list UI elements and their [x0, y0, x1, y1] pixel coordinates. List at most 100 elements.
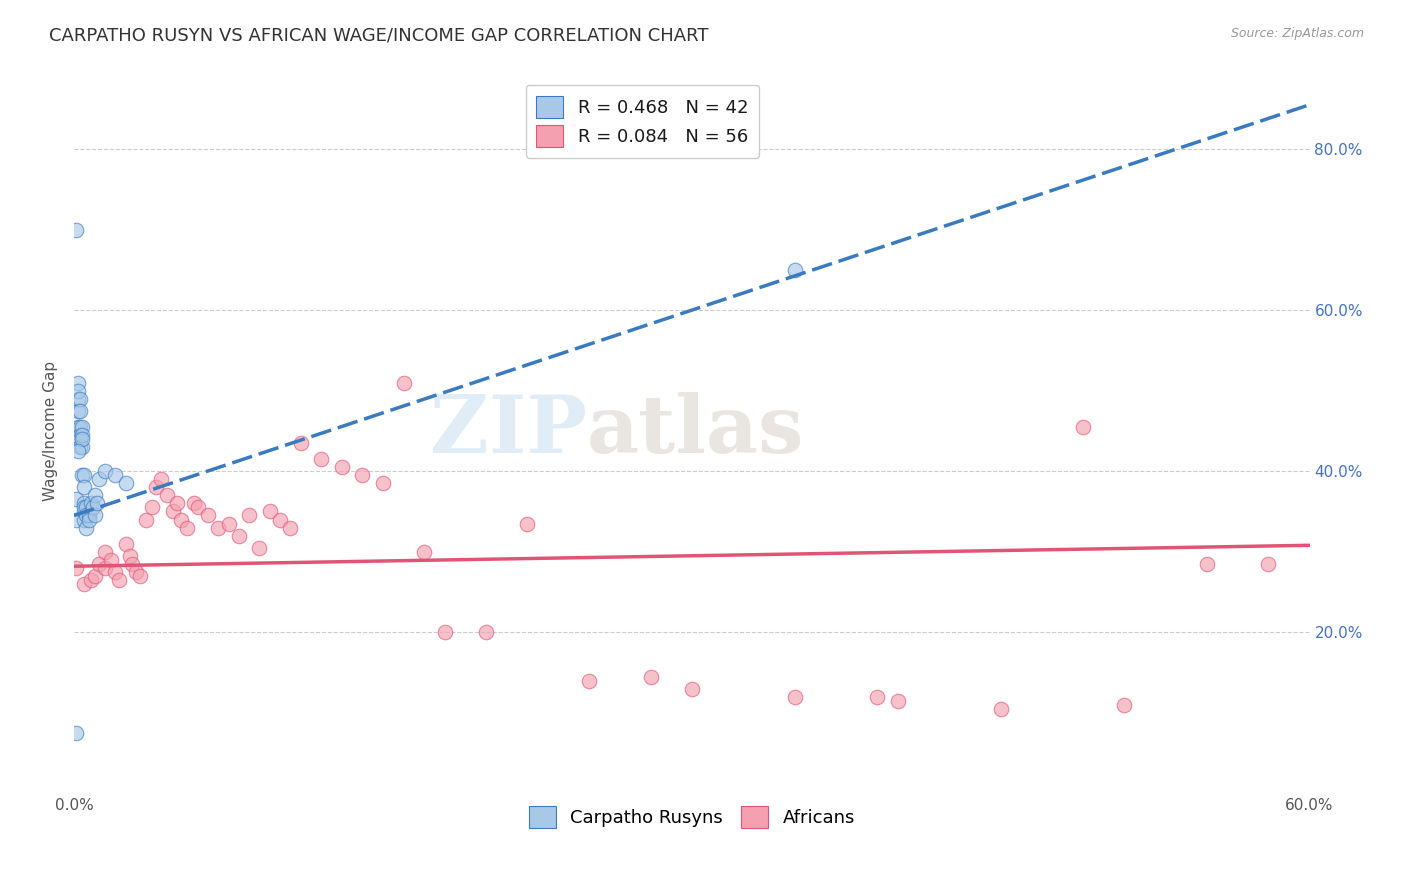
Point — [187, 500, 209, 515]
Point — [176, 520, 198, 534]
Text: Source: ZipAtlas.com: Source: ZipAtlas.com — [1230, 27, 1364, 40]
Point — [886, 694, 908, 708]
Point — [100, 553, 122, 567]
Point — [69, 428, 91, 442]
Point — [371, 476, 394, 491]
Point — [1257, 557, 1279, 571]
Point — [67, 404, 90, 418]
Point — [69, 440, 91, 454]
Point — [170, 512, 193, 526]
Point — [72, 432, 94, 446]
Point — [578, 673, 600, 688]
Point — [94, 561, 117, 575]
Point — [67, 420, 90, 434]
Point — [413, 545, 436, 559]
Point — [75, 520, 97, 534]
Point — [183, 496, 205, 510]
Point — [238, 508, 260, 523]
Point — [83, 508, 105, 523]
Point — [866, 690, 889, 704]
Point — [73, 500, 96, 515]
Point — [69, 404, 91, 418]
Point — [1114, 698, 1136, 712]
Point — [67, 444, 90, 458]
Point — [433, 625, 456, 640]
Point — [75, 508, 97, 523]
Point — [75, 500, 97, 515]
Point — [681, 681, 703, 696]
Point — [207, 520, 229, 534]
Point — [104, 565, 127, 579]
Point — [290, 436, 312, 450]
Point — [87, 472, 110, 486]
Point — [156, 488, 179, 502]
Point — [79, 573, 101, 587]
Point — [73, 480, 96, 494]
Text: ZIP: ZIP — [430, 392, 586, 470]
Point — [67, 384, 90, 398]
Point — [72, 428, 94, 442]
Point — [67, 376, 90, 390]
Point — [1195, 557, 1218, 571]
Point — [228, 528, 250, 542]
Point — [72, 420, 94, 434]
Point — [990, 702, 1012, 716]
Text: atlas: atlas — [586, 392, 804, 470]
Point — [125, 565, 148, 579]
Point — [73, 512, 96, 526]
Point — [330, 460, 353, 475]
Point — [104, 468, 127, 483]
Y-axis label: Wage/Income Gap: Wage/Income Gap — [44, 361, 58, 501]
Point — [121, 557, 143, 571]
Point — [516, 516, 538, 531]
Point — [135, 512, 157, 526]
Point — [149, 472, 172, 486]
Point — [114, 476, 136, 491]
Point — [65, 222, 87, 236]
Point — [73, 496, 96, 510]
Point — [162, 504, 184, 518]
Point — [114, 537, 136, 551]
Point — [65, 512, 87, 526]
Point — [73, 504, 96, 518]
Point — [783, 263, 806, 277]
Point — [67, 392, 90, 406]
Point — [166, 496, 188, 510]
Point — [129, 569, 152, 583]
Text: CARPATHO RUSYN VS AFRICAN WAGE/INCOME GAP CORRELATION CHART: CARPATHO RUSYN VS AFRICAN WAGE/INCOME GA… — [49, 27, 709, 45]
Point — [82, 500, 104, 515]
Point — [83, 569, 105, 583]
Point — [640, 669, 662, 683]
Point — [475, 625, 498, 640]
Point — [269, 512, 291, 526]
Point — [94, 464, 117, 478]
Point — [352, 468, 374, 483]
Point — [65, 726, 87, 740]
Point — [278, 520, 301, 534]
Point — [65, 561, 87, 575]
Point — [72, 440, 94, 454]
Point — [69, 432, 91, 446]
Point — [79, 496, 101, 510]
Point — [259, 504, 281, 518]
Point — [118, 549, 141, 563]
Point — [108, 573, 131, 587]
Point — [69, 420, 91, 434]
Point — [197, 508, 219, 523]
Point — [1071, 420, 1094, 434]
Point — [145, 480, 167, 494]
Point — [218, 516, 240, 531]
Point — [69, 392, 91, 406]
Point — [309, 452, 332, 467]
Point — [77, 508, 100, 523]
Point — [392, 376, 415, 390]
Point — [783, 690, 806, 704]
Point — [73, 577, 96, 591]
Point — [65, 492, 87, 507]
Point — [94, 545, 117, 559]
Point — [77, 512, 100, 526]
Point — [86, 496, 108, 510]
Legend: Carpatho Rusyns, Africans: Carpatho Rusyns, Africans — [522, 798, 862, 835]
Point — [247, 541, 270, 555]
Point — [141, 500, 163, 515]
